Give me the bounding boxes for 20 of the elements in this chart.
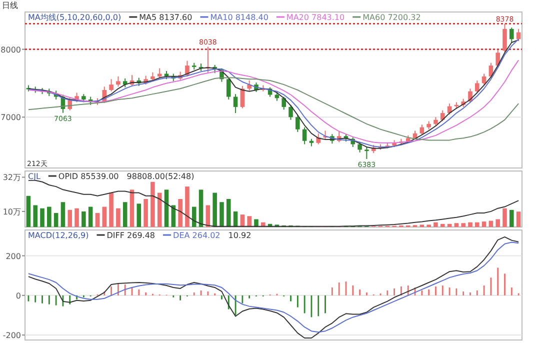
text: 日线 xyxy=(2,1,18,10)
y-tick-label: 32万 xyxy=(2,173,21,182)
legend-label: MA5 8137.60 xyxy=(139,13,192,22)
annotation: 10.92 xyxy=(228,231,252,240)
chart-title: CJL xyxy=(28,172,41,181)
y-tick-label: 0 xyxy=(16,291,21,300)
annotation: 98808.00(52:48) xyxy=(126,172,194,181)
y-tick-label: 200 xyxy=(6,252,21,261)
y-tick-label: 7000 xyxy=(0,113,21,122)
legend-label: MA20 7843.10 xyxy=(286,13,345,22)
y-tick-label: 8000 xyxy=(0,45,21,54)
y-tick-label: 10万 xyxy=(2,207,21,216)
y-tick-label: -200 xyxy=(2,331,21,340)
legend-label: MA60 7200.32 xyxy=(362,13,421,22)
legend-label: DIFF 269.48 xyxy=(106,231,156,240)
chart-title: MACD(12,26,9) xyxy=(28,231,89,240)
chart-title: MA均线(5,10,20,60,0,0) xyxy=(28,13,122,22)
legend-label: DEA 264.02 xyxy=(173,231,220,240)
legend-label: MA10 8148.40 xyxy=(210,13,268,22)
legend-label: OPID 85539.00 xyxy=(58,172,119,181)
